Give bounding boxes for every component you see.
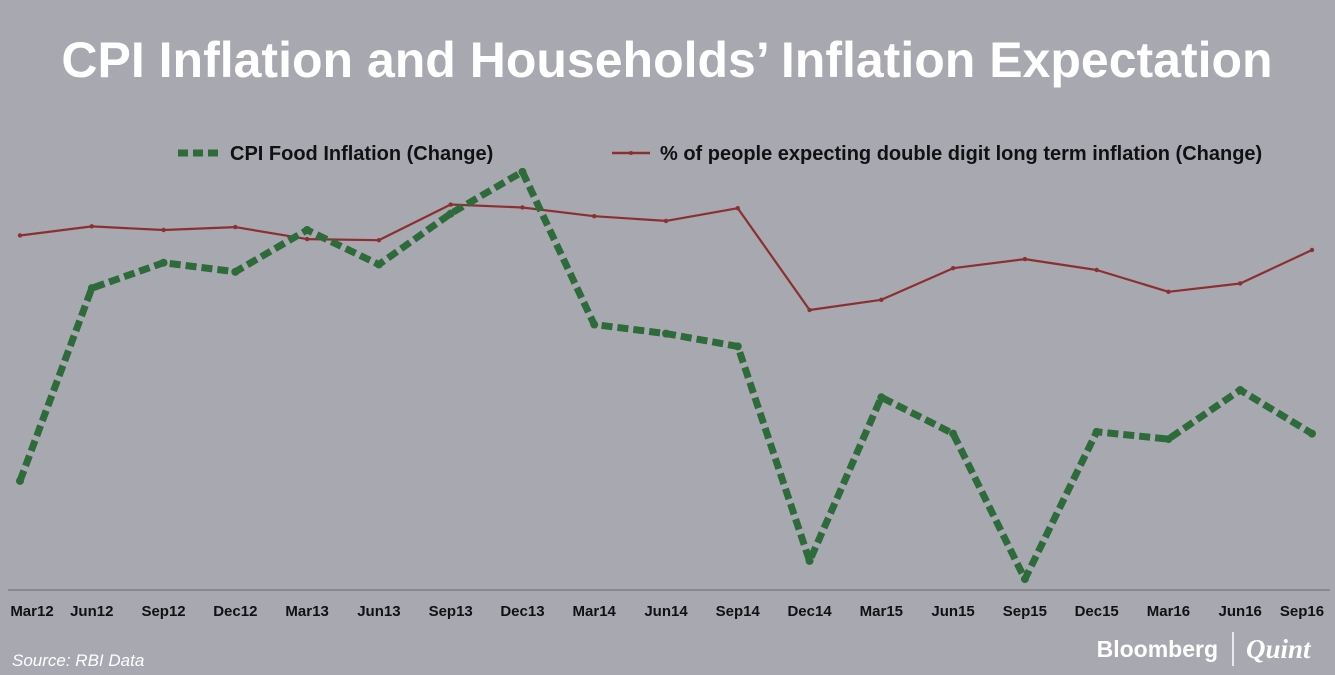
point-expectation <box>520 205 525 210</box>
x-tick-label: Sep12 <box>141 603 185 620</box>
point-cpi-food <box>1092 427 1101 436</box>
point-cpi-food <box>1236 386 1245 394</box>
point-expectation <box>1022 256 1028 262</box>
legend-marker-expect <box>629 151 633 155</box>
point-expectation <box>161 227 166 233</box>
point-cpi-food <box>1020 575 1029 584</box>
point-expectation <box>879 297 884 303</box>
point-expectation <box>17 233 23 238</box>
legend-label-expect: % of people expecting double digit long … <box>660 143 1262 165</box>
x-tick-label: Mar14 <box>573 603 617 620</box>
point-expectation <box>592 213 597 219</box>
point-cpi-food <box>374 260 383 269</box>
point-cpi-food <box>518 167 527 176</box>
x-tick-label: Mar12 <box>10 603 53 620</box>
x-tick-label: Dec15 <box>1075 603 1119 620</box>
point-cpi-food <box>303 226 312 234</box>
point-expectation <box>807 307 812 313</box>
brand-quint: Quint <box>1246 634 1312 664</box>
point-cpi-food <box>733 342 742 351</box>
x-tick-label: Sep16 <box>1280 603 1324 620</box>
point-expectation <box>89 224 94 229</box>
point-expectation <box>950 265 956 271</box>
point-cpi-food <box>805 556 814 565</box>
point-expectation <box>448 202 453 207</box>
point-cpi-food <box>231 267 240 276</box>
x-axis-ticks: Mar12 Jun12 Sep12 Dec12 Mar13 Jun13 Sep13 Dec13… <box>10 603 1324 620</box>
x-tick-label: Mar16 <box>1147 603 1190 620</box>
x-tick-label: Sep15 <box>1003 603 1047 620</box>
point-expectation <box>304 236 310 242</box>
legend: CPI Food Inflation (Change) % of people … <box>178 143 1262 165</box>
point-cpi-food <box>446 209 455 218</box>
x-tick-label: Dec12 <box>213 603 257 620</box>
point-cpi-food <box>87 284 96 293</box>
x-tick-label: Jun16 <box>1219 603 1262 620</box>
x-tick-label: Jun15 <box>931 603 974 620</box>
point-expectation <box>663 218 669 224</box>
point-cpi-food <box>1164 435 1173 444</box>
x-tick-label: Dec14 <box>787 603 832 620</box>
point-expectation <box>1094 267 1099 273</box>
point-expectation <box>376 237 382 243</box>
x-tick-label: Mar15 <box>860 603 903 620</box>
point-expectation <box>1309 247 1315 253</box>
point-cpi-food <box>159 258 168 267</box>
legend-label-cpi: CPI Food Inflation (Change) <box>230 143 493 165</box>
chart-title: CPI Inflation and Households’ Inflation … <box>61 32 1272 88</box>
x-tick-label: Jun14 <box>644 603 688 620</box>
x-tick-label: Sep13 <box>429 603 473 620</box>
x-tick-label: Mar13 <box>285 603 328 620</box>
point-expectation <box>1166 289 1171 295</box>
point-cpi-food <box>877 393 886 402</box>
point-cpi-food <box>590 320 599 329</box>
source-note: Source: RBI Data <box>12 651 144 670</box>
point-expectation <box>735 205 740 211</box>
point-cpi-food <box>16 476 24 485</box>
x-tick-label: Sep14 <box>716 603 761 620</box>
x-tick-label: Jun13 <box>357 603 400 620</box>
point-expectation <box>233 224 238 230</box>
point-cpi-food <box>1308 429 1316 438</box>
x-tick-label: Dec13 <box>500 603 544 620</box>
series-line-cpi-food <box>16 168 1314 583</box>
brand-logo: Bloomberg Quint <box>1097 632 1312 666</box>
x-tick-label: Jun12 <box>70 603 113 620</box>
brand-bloomberg: Bloomberg <box>1097 636 1218 662</box>
point-expectation <box>1238 281 1243 286</box>
plot-area <box>16 167 1316 584</box>
point-cpi-food <box>662 329 670 338</box>
point-cpi-food <box>949 429 958 438</box>
